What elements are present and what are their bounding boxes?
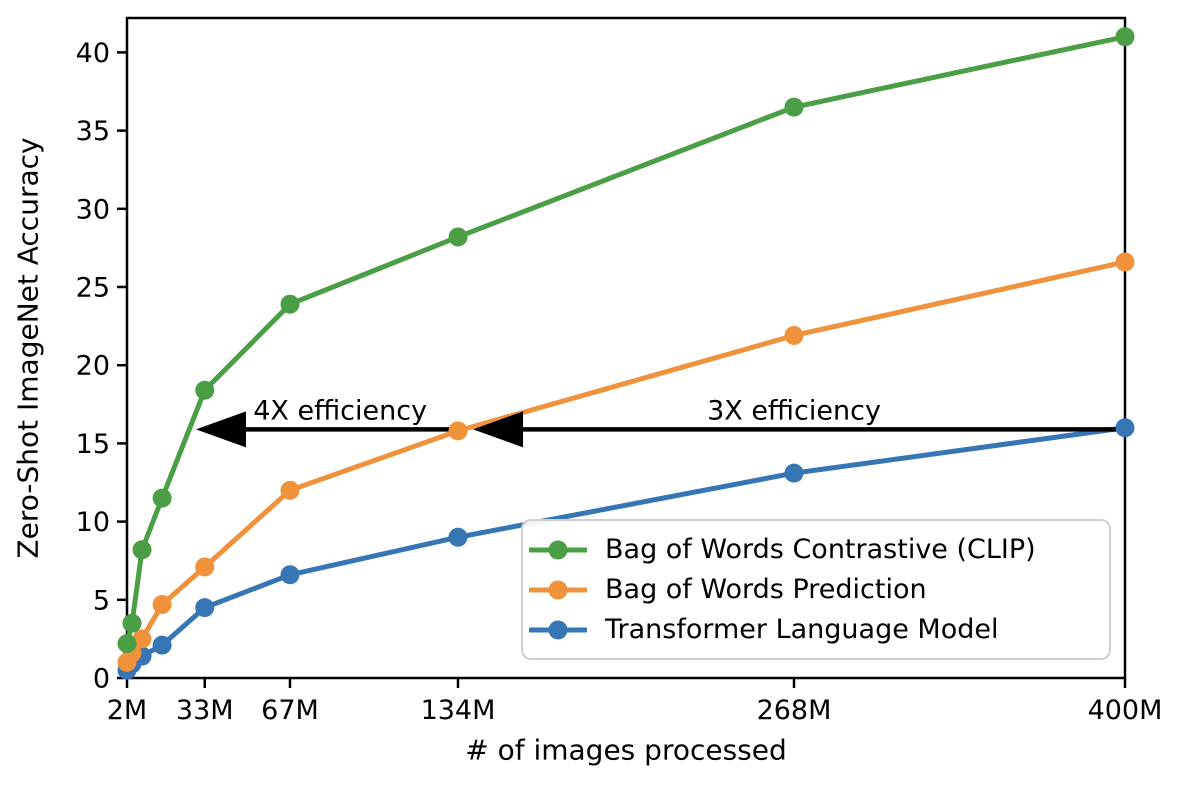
- y-tick-label: 30: [76, 194, 110, 225]
- x-tick-label: 268M: [757, 695, 832, 726]
- legend-item-bag-of-words-prediction: Bag of Words Prediction: [529, 574, 1099, 605]
- data-point-bag-of-words-prediction: [152, 594, 172, 614]
- data-point-bag-of-words-contrastive-clip: [195, 380, 215, 400]
- x-tick-label: 67M: [261, 695, 319, 726]
- data-point-bag-of-words-prediction: [1115, 252, 1135, 272]
- legend-item-transformer-language-model: Transformer Language Model: [529, 614, 1099, 645]
- efficiency-arrow-head-1: [195, 411, 246, 448]
- data-point-transformer-language-model: [195, 598, 215, 618]
- annotation-3x-efficiency: 3X efficiency: [707, 395, 881, 427]
- data-point-transformer-language-model: [784, 463, 804, 483]
- data-point-bag-of-words-contrastive-clip: [122, 613, 142, 633]
- data-point-bag-of-words-prediction: [784, 325, 804, 345]
- y-tick-label: 35: [76, 116, 110, 147]
- y-tick-label: 5: [93, 585, 110, 616]
- legend-dot-icon: [548, 620, 568, 639]
- legend-dot-icon: [548, 540, 568, 559]
- data-point-bag-of-words-contrastive-clip: [152, 488, 172, 508]
- legend: Bag of Words Contrastive (CLIP) Bag of Wo…: [521, 519, 1111, 660]
- legend-dot-icon: [548, 580, 568, 599]
- x-tick-label: 2M: [107, 695, 147, 726]
- y-tick-label: 15: [76, 429, 110, 460]
- data-point-bag-of-words-prediction: [280, 480, 300, 500]
- data-point-bag-of-words-contrastive-clip: [1115, 27, 1135, 47]
- y-tick-label: 40: [76, 38, 110, 69]
- data-point-bag-of-words-contrastive-clip: [280, 294, 300, 314]
- x-tick-label: 134M: [421, 695, 496, 726]
- data-point-bag-of-words-contrastive-clip: [448, 227, 468, 247]
- data-point-transformer-language-model: [448, 527, 468, 547]
- legend-label: Transformer Language Model: [605, 614, 999, 645]
- plot-frame: [125, 16, 1127, 680]
- data-point-transformer-language-model: [152, 635, 172, 655]
- x-tick-label: 400M: [1088, 695, 1163, 726]
- y-tick-label: 10: [76, 507, 110, 538]
- data-point-transformer-language-model: [280, 565, 300, 585]
- legend-label: Bag of Words Prediction: [605, 574, 927, 605]
- efficiency-arrow-head-2: [473, 411, 524, 448]
- legend-marker-bag-of-words-prediction: [529, 580, 587, 599]
- legend-label: Bag of Words Contrastive (CLIP): [605, 534, 1036, 565]
- y-tick-label: 25: [76, 273, 110, 304]
- y-axis-label: Zero-Shot ImageNet Accuracy: [11, 137, 45, 559]
- annotation-4x-efficiency: 4X efficiency: [253, 395, 428, 427]
- legend-item-bag-of-words-contrastive-clip: Bag of Words Contrastive (CLIP): [529, 534, 1099, 565]
- legend-marker-bag-of-words-contrastive-clip: [529, 540, 587, 559]
- x-axis-label: # of images processed: [465, 733, 787, 767]
- x-tick-label: 33M: [176, 695, 234, 726]
- data-point-bag-of-words-contrastive-clip: [117, 634, 137, 654]
- data-point-bag-of-words-prediction: [448, 421, 468, 441]
- y-tick-label: 0: [93, 664, 110, 695]
- legend-marker-transformer-language-model: [529, 620, 587, 639]
- data-point-bag-of-words-contrastive-clip: [132, 540, 152, 560]
- data-point-bag-of-words-prediction: [132, 629, 152, 649]
- data-point-bag-of-words-prediction: [195, 557, 215, 577]
- data-point-bag-of-words-contrastive-clip: [784, 97, 804, 117]
- data-point-transformer-language-model: [1115, 418, 1135, 438]
- y-tick-label: 20: [76, 351, 110, 382]
